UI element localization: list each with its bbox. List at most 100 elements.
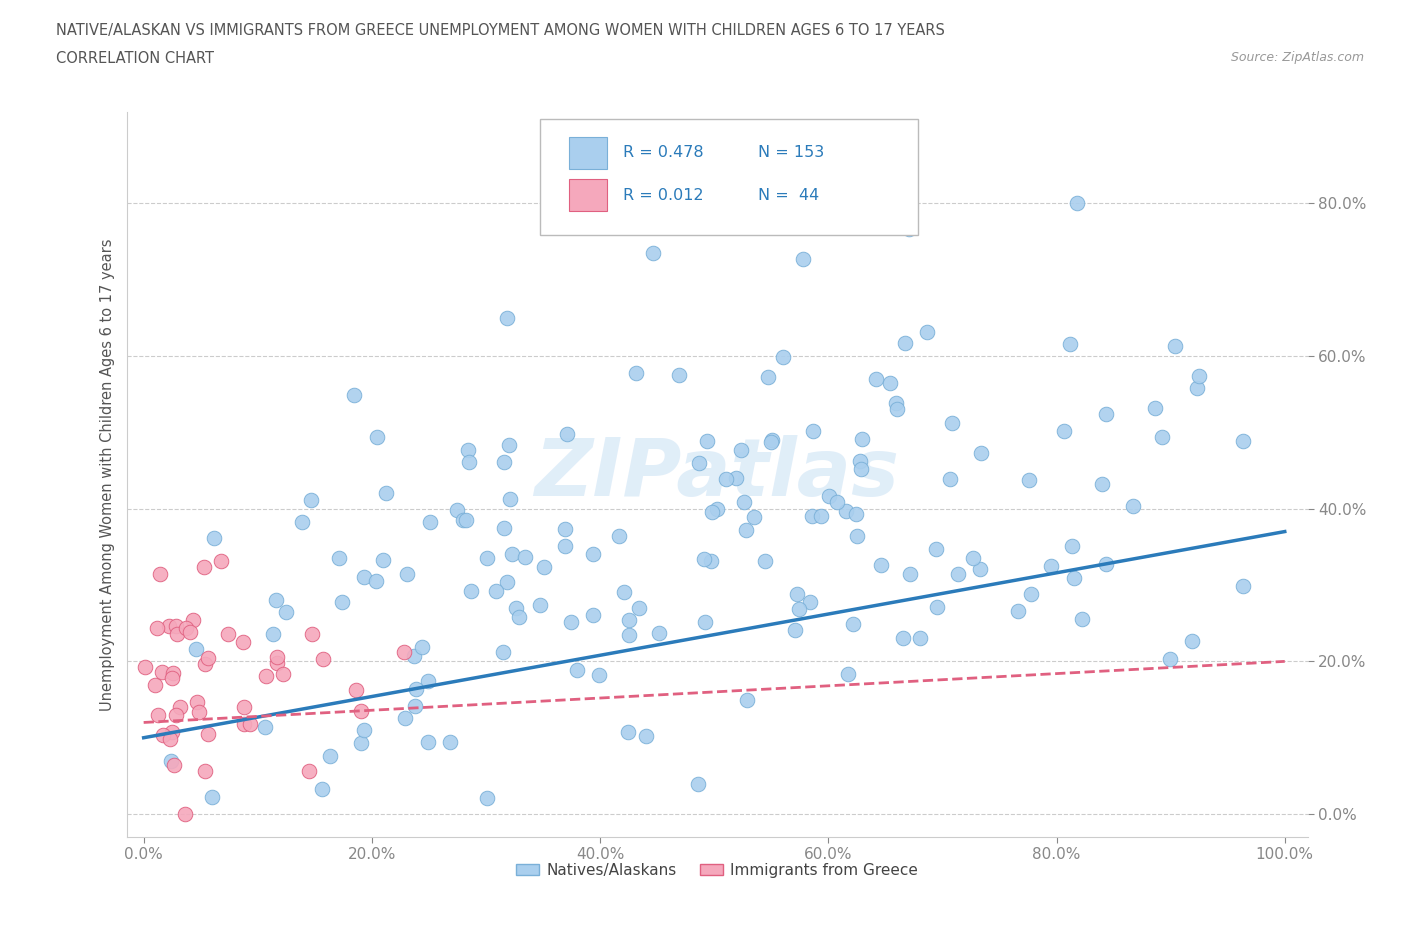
Point [725,471,748,485]
Point [254,669,277,684]
Point [693,551,716,566]
Point [927,600,949,615]
Point [970,445,993,460]
Point [898,566,921,581]
Point [456,513,478,528]
Point [165,618,187,633]
Point [209,553,232,568]
Text: N =  44: N = 44 [758,188,820,203]
Point [394,711,416,725]
Point [695,615,717,630]
Point [787,602,810,617]
Point [492,520,515,535]
Point [396,566,419,581]
Point [492,644,515,659]
Point [865,372,887,387]
Point [714,472,737,486]
Point [319,749,342,764]
Point [810,509,832,524]
Text: CORRELATION CHART: CORRELATION CHART [56,51,214,66]
Point [627,601,650,616]
Point [733,495,755,510]
Point [939,472,962,486]
Point [737,693,759,708]
Point [870,558,893,573]
Point [851,432,873,446]
Point [152,727,174,742]
Point [1164,339,1187,354]
Text: ZIPatlas: ZIPatlas [534,435,900,513]
Point [636,729,658,744]
Legend: Natives/Alaskans, Immigrants from Greece: Natives/Alaskans, Immigrants from Greece [510,857,924,884]
Point [184,641,207,656]
Point [311,782,333,797]
Point [607,528,630,543]
Point [554,538,576,553]
Point [1060,539,1083,554]
Point [501,547,523,562]
Point [165,708,187,723]
Point [328,551,350,565]
Point [554,522,576,537]
Point [496,311,519,325]
Point [1091,476,1114,491]
Point [350,736,373,751]
Point [266,649,288,664]
Point [505,601,527,616]
Point [494,455,516,470]
Point [350,704,373,719]
Point [969,562,991,577]
Point [560,615,582,630]
Point [1232,578,1254,593]
Point [419,515,441,530]
Bar [569,137,607,169]
Point [1185,380,1208,395]
Point [353,570,375,585]
Point [373,552,395,567]
Point [299,492,322,507]
Point [529,597,551,612]
Point [146,621,169,636]
Point [204,531,226,546]
Point [174,621,197,636]
Point [842,617,865,631]
Point [166,627,188,642]
Point [761,432,783,447]
Bar [569,179,607,211]
Point [617,725,640,740]
Point [157,618,180,633]
Point [515,550,537,565]
Point [1018,472,1040,487]
Point [457,455,479,470]
Point [1232,434,1254,449]
Point [1053,423,1076,438]
Y-axis label: Unemployment Among Women with Children Ages 6 to 17 years: Unemployment Among Women with Children A… [100,238,115,711]
Point [1159,652,1181,667]
Point [475,790,498,805]
Point [910,631,932,645]
Point [1143,401,1166,416]
Point [194,657,217,671]
Point [613,585,636,600]
Point [783,622,806,637]
Point [827,495,849,510]
Point [405,682,427,697]
Point [186,695,208,710]
Point [799,595,821,610]
Point [1040,558,1063,573]
Point [197,651,219,666]
Point [159,753,181,768]
Point [332,595,354,610]
Point [1187,369,1209,384]
Point [884,395,907,410]
Point [264,592,287,607]
Point [179,624,201,639]
Point [274,604,297,619]
Point [1059,337,1081,352]
Point [485,583,508,598]
Point [1063,571,1085,586]
Point [495,575,517,590]
Point [772,350,794,365]
Point [700,505,723,520]
Point [700,553,723,568]
